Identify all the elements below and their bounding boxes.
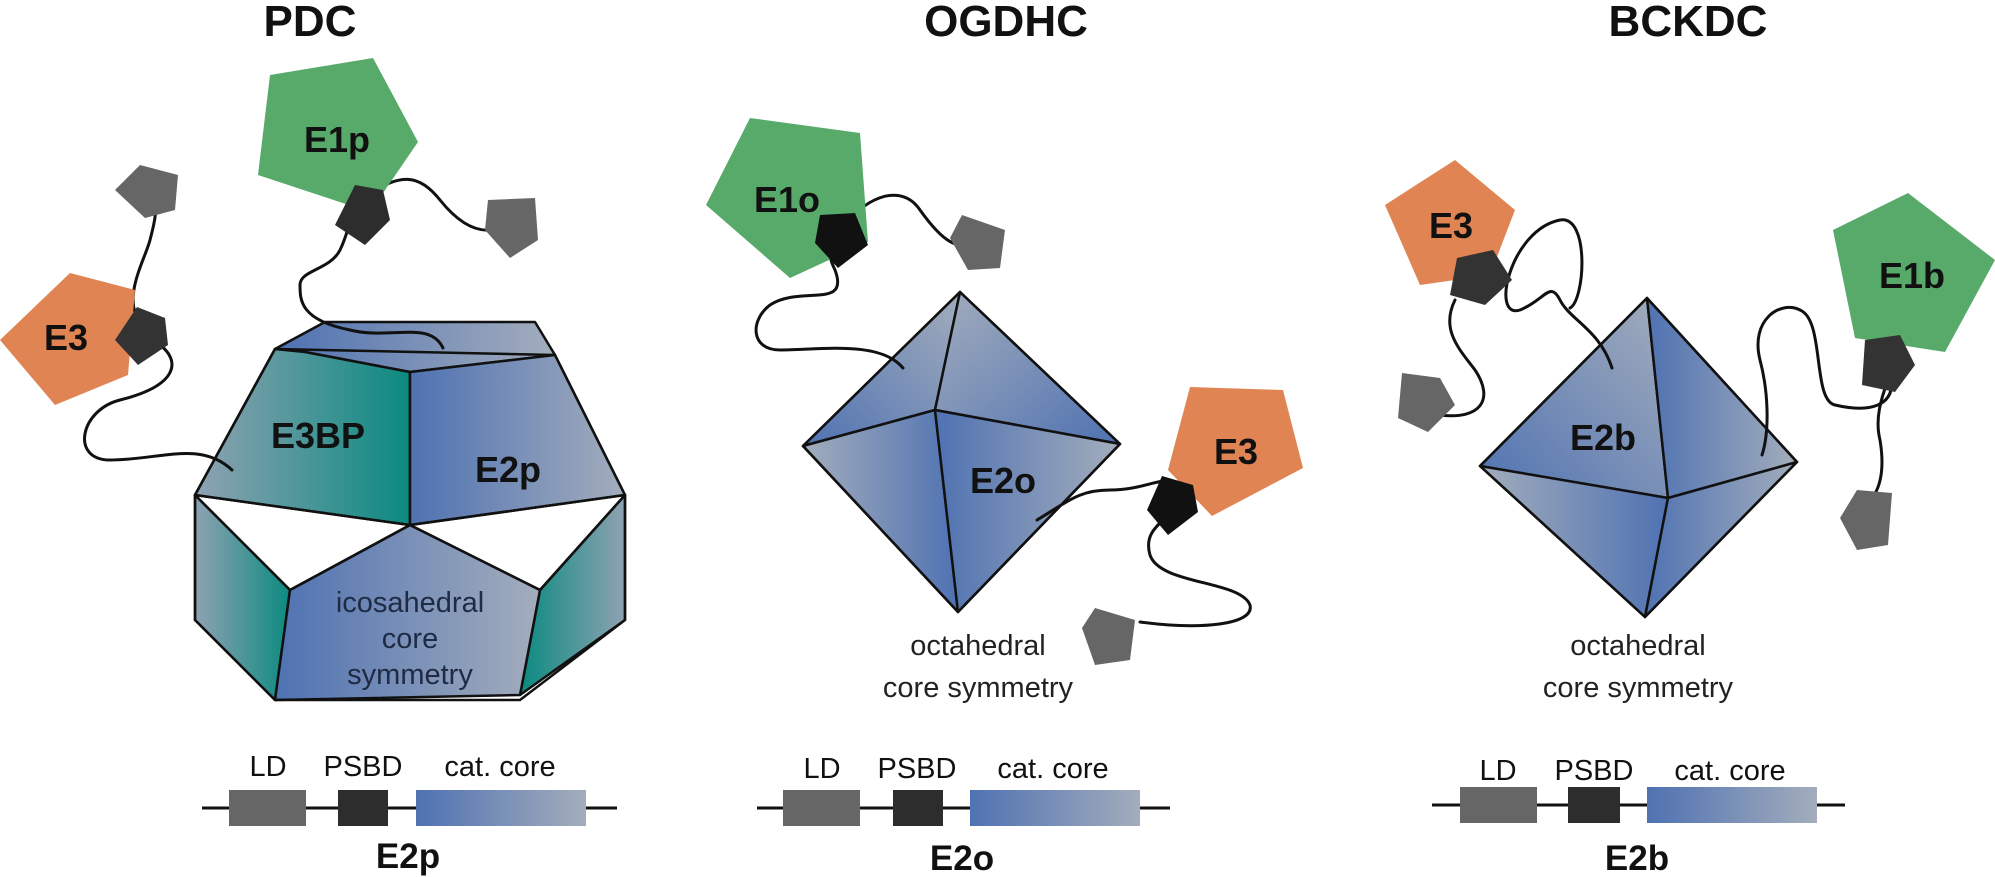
psbd-pentagon (815, 213, 868, 268)
panel-ogdhc: OGDHC E2o octahedral core symmetry E1o E… (706, 0, 1303, 877)
ld-pentagon (1082, 608, 1135, 665)
psbd-label: PSBD (324, 751, 403, 783)
e1-pentagon (1833, 193, 1995, 352)
psbd-pentagon (1450, 250, 1512, 305)
ld-pentagon (950, 215, 1005, 270)
ld-label: LD (1479, 755, 1516, 787)
cat-core-label: cat. core (444, 751, 555, 783)
e1-pentagon (258, 58, 418, 212)
domain-bar (202, 790, 617, 826)
e3bp-label: E3BP (271, 415, 365, 456)
psbd-label: PSBD (1555, 755, 1634, 787)
linker-wire (1756, 306, 1894, 457)
psbd-pentagon (1147, 476, 1198, 535)
ld-pentagon (1840, 490, 1892, 550)
panel-bckdc: BCKDC E2b octahedral core symmetry E3 E1… (1385, 0, 1995, 877)
symmetry-line-2: core symmetry (883, 672, 1074, 704)
e3-label: E3 (44, 317, 88, 358)
ld-pentagon (485, 198, 538, 258)
ld-pentagon (115, 165, 178, 218)
symmetry-line-1: octahedral (910, 630, 1045, 662)
core-label: E2b (1570, 417, 1636, 458)
panel-title: PDC (264, 0, 357, 46)
linker-wire (298, 198, 445, 350)
icosahedral-core (193, 320, 627, 702)
ld-label: LD (249, 751, 286, 783)
linker-wire (1868, 373, 1892, 502)
symmetry-line-3: symmetry (347, 659, 473, 691)
symmetry-line-2: core symmetry (1543, 672, 1734, 704)
domain-name: E2p (376, 837, 440, 876)
e3-label: E3 (1429, 205, 1473, 246)
psbd-pentagon (335, 185, 390, 245)
domain-name: E2b (1605, 839, 1669, 877)
e1-label: E1p (304, 119, 370, 160)
panel-pdc: PDC E3BP E2p icosahedral core symmetry E… (0, 0, 627, 876)
e1-label: E1o (754, 179, 820, 220)
domain-bar (1432, 787, 1845, 823)
domain-name: E2o (930, 839, 994, 877)
ld-pentagon (1398, 373, 1455, 432)
octahedral-core (801, 290, 1122, 614)
e3-pentagon (1168, 387, 1303, 516)
linker-wire (754, 230, 905, 370)
psbd-pentagon (1862, 335, 1915, 392)
symmetry-line-1: octahedral (1570, 630, 1705, 662)
psbd-label: PSBD (878, 753, 957, 785)
linker-wire (1035, 479, 1252, 628)
symmetry-line-2: core (382, 623, 438, 655)
linker-wire (1504, 218, 1614, 370)
octahedral-core (1478, 296, 1799, 619)
cat-core-label: cat. core (997, 753, 1108, 785)
e1-label: E1b (1879, 255, 1945, 296)
ld-label: LD (803, 753, 840, 785)
psbd-pentagon (115, 307, 168, 365)
domain-bar (757, 790, 1170, 826)
panel-title: BCKDC (1609, 0, 1768, 46)
core-label: E2o (970, 460, 1036, 501)
core-label: E2p (475, 449, 541, 490)
e3-pentagon (0, 273, 135, 405)
cat-core-label: cat. core (1674, 755, 1785, 787)
symmetry-line-1: icosahedral (336, 587, 484, 619)
panel-title: OGDHC (924, 0, 1088, 46)
e3-label: E3 (1214, 431, 1258, 472)
